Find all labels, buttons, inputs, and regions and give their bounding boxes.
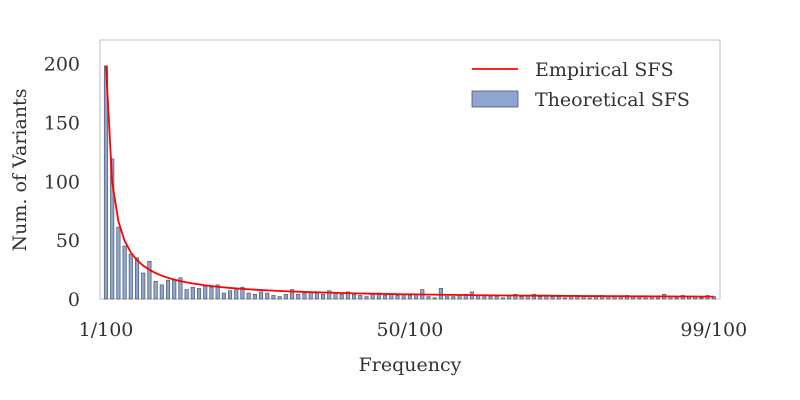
bar — [265, 292, 270, 300]
bar — [451, 296, 456, 300]
legend-label-theoretical-sfs: Theoretical SFS — [535, 89, 690, 111]
bar — [327, 290, 332, 300]
bar — [538, 296, 543, 300]
bar — [321, 293, 326, 300]
legend-swatch-theoretical-sfs — [471, 90, 519, 108]
bar — [184, 289, 189, 300]
bar — [103, 65, 109, 300]
bar — [116, 226, 121, 300]
x-tick-label: 1/100 — [79, 319, 134, 341]
bar — [290, 289, 295, 300]
bar — [333, 292, 338, 300]
bar — [389, 293, 394, 300]
bar-series-theoretical-sfs — [103, 65, 716, 300]
bar — [637, 297, 642, 300]
bar — [445, 296, 450, 300]
bar — [562, 297, 567, 300]
bar — [531, 293, 536, 300]
bar — [587, 297, 592, 300]
y-tick-label: 0 — [68, 289, 80, 311]
bar — [271, 295, 276, 300]
bar — [227, 290, 233, 300]
y-tick-label: 200 — [44, 54, 80, 76]
bar — [426, 296, 431, 300]
bar — [575, 296, 580, 300]
bar — [246, 292, 251, 300]
bar — [345, 291, 350, 300]
bar — [172, 279, 177, 300]
bar — [593, 296, 599, 300]
y-axis-ticks: 0 50 100 150 200 — [44, 54, 80, 311]
bar — [699, 297, 704, 300]
y-tick-label: 100 — [44, 171, 80, 193]
bar — [252, 293, 257, 300]
bar — [432, 297, 437, 300]
bar — [203, 285, 208, 300]
x-tick-label: 50/100 — [376, 319, 443, 341]
bar — [240, 286, 245, 300]
x-axis-label: Frequency — [359, 354, 462, 376]
legend-label-empirical-sfs: Empirical SFS — [535, 59, 674, 81]
x-axis-ticks: 1/100 50/100 99/100 — [79, 319, 748, 341]
bar — [513, 293, 518, 300]
bar — [296, 293, 301, 300]
bar — [488, 296, 493, 300]
bar — [550, 296, 555, 300]
bar — [556, 296, 561, 300]
bar — [395, 295, 400, 300]
bar — [500, 297, 505, 300]
bar — [234, 289, 239, 300]
bar — [383, 295, 388, 300]
bar — [215, 284, 220, 300]
bar — [221, 292, 226, 300]
bar — [196, 288, 202, 300]
bar — [370, 293, 375, 300]
bar — [153, 280, 158, 300]
bar — [258, 291, 264, 300]
bar — [122, 245, 127, 300]
bar — [283, 293, 288, 300]
bar — [302, 292, 307, 300]
line-series-empirical-sfs — [105, 65, 714, 298]
bar — [407, 295, 412, 300]
bar — [655, 297, 661, 300]
bar — [165, 279, 171, 300]
bar — [358, 295, 363, 300]
bar — [134, 257, 140, 300]
bar — [209, 286, 214, 300]
bar — [674, 297, 679, 300]
bar — [457, 295, 462, 300]
legend: Empirical SFS Theoretical SFS — [471, 59, 690, 111]
bar — [482, 296, 487, 300]
bar — [494, 296, 499, 300]
bar — [314, 292, 319, 300]
bar — [110, 158, 115, 300]
bar — [352, 293, 357, 300]
x-tick-label: 99/100 — [680, 319, 747, 341]
y-tick-label: 50 — [56, 230, 80, 252]
bar — [364, 296, 369, 300]
bar — [519, 296, 524, 300]
bar — [339, 293, 344, 300]
y-axis-label: Num. of Variants — [9, 89, 31, 252]
bar — [147, 260, 152, 300]
bar — [190, 286, 195, 300]
bar — [438, 288, 443, 300]
bar — [159, 284, 164, 300]
bar — [277, 296, 282, 300]
y-tick-label: 150 — [44, 112, 80, 134]
bar — [581, 296, 586, 300]
bar — [178, 277, 183, 300]
bar — [128, 253, 133, 300]
bar — [141, 272, 146, 300]
